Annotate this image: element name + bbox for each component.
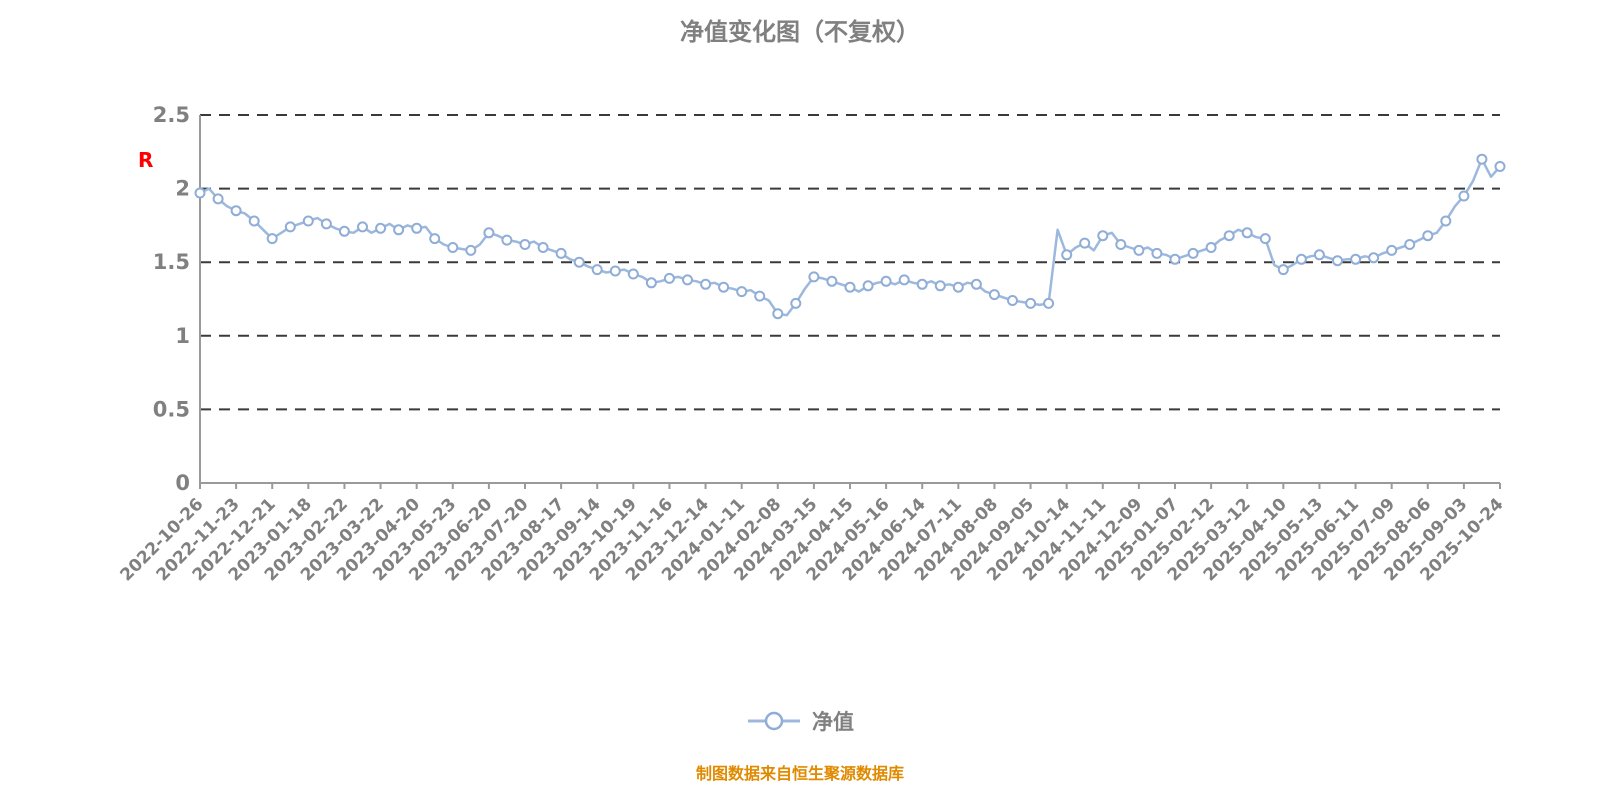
nav-series-marker: [338, 225, 350, 237]
nav-series-marker: [266, 233, 278, 245]
nav-series-marker: [573, 256, 585, 268]
nav-line-chart: 00.511.522.52022-10-262022-11-232022-12-…: [116, 103, 1507, 585]
nav-series-marker: [988, 289, 1000, 301]
legend-line-marker-icon: [748, 711, 800, 731]
nav-series-marker: [1295, 253, 1307, 265]
nav-series-marker: [1025, 297, 1037, 309]
nav-series-marker: [1097, 230, 1109, 242]
nav-series-marker: [537, 242, 549, 253]
nav-series-marker: [1440, 215, 1452, 227]
nav-series-marker: [880, 275, 892, 287]
nav-series-marker: [1259, 233, 1271, 245]
nav-series-marker: [736, 286, 748, 298]
nav-series-marker: [754, 290, 766, 302]
y-axis-tick-label: 1.5: [153, 250, 190, 274]
nav-series-marker: [194, 187, 206, 199]
nav-series-marker: [1223, 230, 1235, 242]
nav-series-marker: [519, 239, 531, 250]
nav-series-marker: [916, 278, 928, 290]
nav-series-marker: [1350, 253, 1362, 265]
nav-series-marker: [682, 274, 693, 286]
nav-series-marker: [1061, 249, 1073, 261]
nav-series-marker: [1332, 255, 1343, 267]
legend-series-label: 净值: [812, 710, 854, 734]
chart-legend[interactable]: 净值: [0, 706, 1600, 736]
nav-series-marker: [230, 205, 242, 217]
y-axis-tick-label: 2: [175, 177, 190, 201]
nav-series-marker: [1368, 252, 1380, 264]
nav-series-marker: [934, 280, 946, 292]
nav-series-marker: [1115, 239, 1127, 250]
nav-series-marker: [1494, 161, 1506, 172]
y-axis-tick-label: 0.5: [153, 397, 190, 421]
nav-series-marker: [555, 247, 567, 259]
nav-series-marker: [844, 281, 856, 293]
nav-series-marker: [898, 274, 910, 286]
nav-series-marker: [1043, 297, 1055, 309]
nav-series-marker: [862, 280, 874, 292]
nav-series-marker: [357, 221, 368, 233]
nav-series-marker: [1133, 244, 1145, 256]
nav-series-marker: [212, 193, 224, 205]
data-source-note: 制图数据来自恒生聚源数据库: [695, 764, 904, 783]
nav-series-marker: [970, 278, 982, 290]
nav-series-marker: [248, 215, 260, 227]
nav-series-marker: [1386, 244, 1398, 256]
nav-series-marker: [1151, 247, 1163, 259]
nav-series-marker: [627, 268, 639, 280]
nav-series-marker: [465, 244, 477, 256]
nav-series-marker: [1476, 153, 1488, 165]
nav-series-marker: [375, 222, 387, 234]
nav-series-marker: [952, 281, 964, 293]
y-axis-tick-label: 1: [175, 324, 190, 348]
nav-series-marker: [772, 308, 784, 320]
nav-series-marker: [826, 275, 838, 287]
nav-series-marker: [663, 272, 675, 284]
nav-series-marker: [1241, 227, 1253, 239]
nav-series-marker: [447, 242, 459, 253]
nav-series-marker: [393, 224, 405, 236]
nav-series-marker: [609, 265, 621, 277]
nav-series-marker: [320, 218, 332, 230]
chart-title: 净值变化图（不复权）: [680, 18, 920, 46]
nav-series-marker: [411, 222, 423, 234]
y-axis-tick-label: 0: [175, 471, 190, 495]
nav-series-marker: [1313, 249, 1325, 261]
restricted-r-marker: R: [138, 148, 154, 172]
nav-series-marker: [483, 227, 495, 239]
nav-series-marker: [645, 277, 657, 289]
y-axis-tick-label: 2.5: [153, 103, 190, 127]
nav-series-marker: [1169, 253, 1181, 265]
nav-series-marker: [700, 278, 712, 290]
nav-series-marker: [808, 271, 820, 283]
nav-series-marker: [1458, 190, 1470, 202]
nav-series-marker: [501, 234, 513, 246]
nav-series-marker: [429, 233, 441, 245]
nav-series-marker: [1422, 230, 1434, 242]
nav-series-marker: [718, 281, 730, 293]
nav-series-marker: [591, 264, 603, 276]
nav-series-marker: [1007, 295, 1018, 306]
nav-series-marker: [1187, 247, 1199, 259]
nav-series-marker: [1079, 237, 1091, 249]
nav-series-marker: [790, 297, 802, 309]
nav-series-marker: [1404, 239, 1416, 250]
nav-series-marker: [284, 221, 296, 233]
nav-series-marker: [1277, 264, 1289, 276]
nav-series-marker: [302, 215, 314, 227]
nav-series-marker: [1205, 242, 1217, 253]
